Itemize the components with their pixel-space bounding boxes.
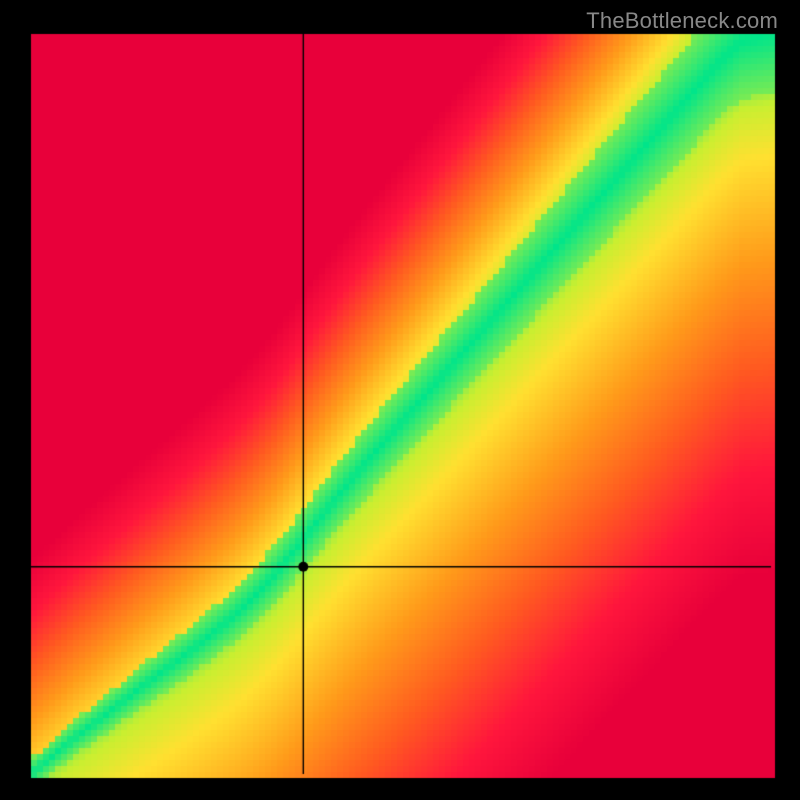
heatmap-canvas <box>0 0 800 800</box>
bottleneck-heatmap-chart: TheBottleneck.com <box>0 0 800 800</box>
watermark-text: TheBottleneck.com <box>586 8 778 34</box>
